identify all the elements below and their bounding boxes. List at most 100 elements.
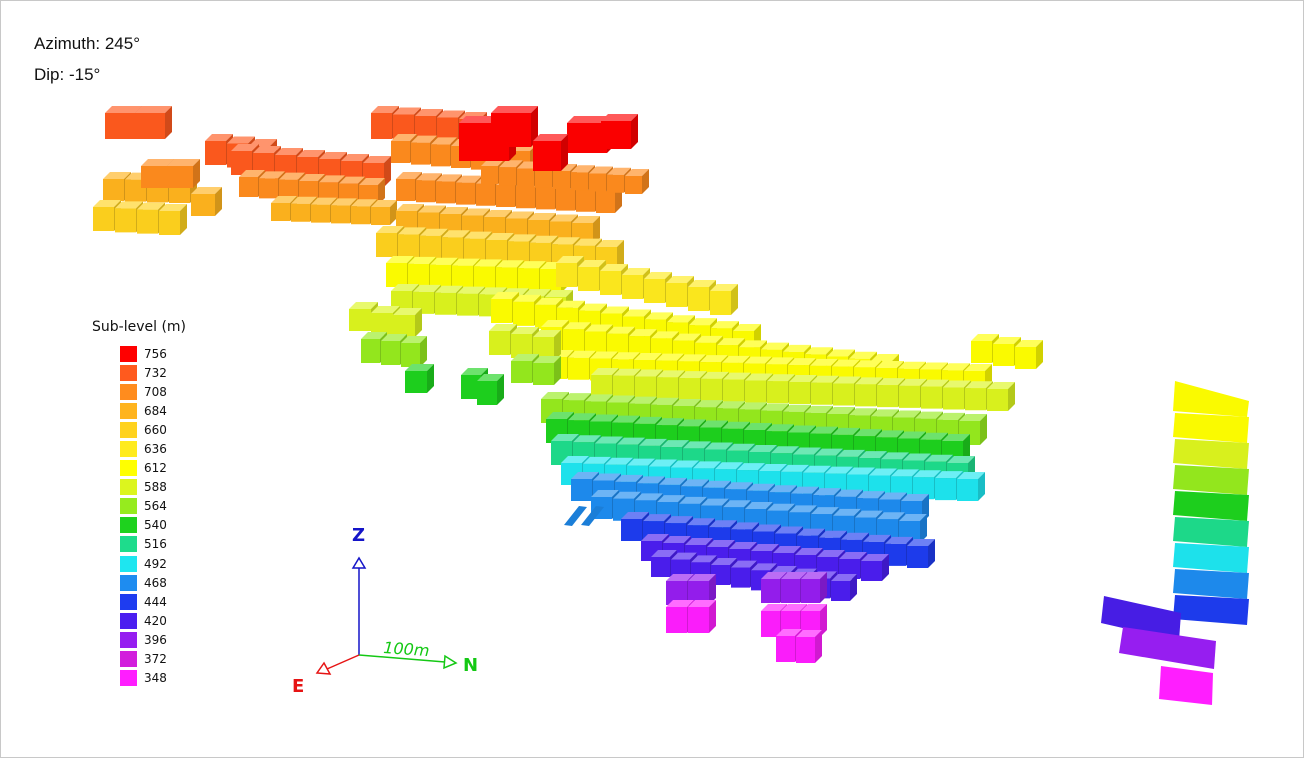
block-front-face: [535, 169, 552, 188]
block-top-face: [415, 109, 443, 116]
block-top-face: [405, 364, 434, 371]
block-top-face: [925, 454, 953, 462]
legend-label: 540: [144, 518, 167, 533]
block-front-face: [411, 142, 430, 165]
legend-item: 468: [120, 573, 167, 592]
block-front-face: [125, 179, 146, 202]
block-top-face: [511, 327, 539, 334]
block-front-face: [496, 267, 517, 292]
block-top-face: [957, 472, 985, 479]
block-top-face: [871, 409, 899, 417]
block-top-face: [943, 380, 971, 388]
block-side-face: [531, 106, 538, 147]
block-front-face: [907, 546, 928, 568]
block-front-face: [885, 543, 906, 566]
block-top-face: [877, 378, 905, 386]
block-top-face: [393, 107, 421, 115]
block-top-face: [725, 482, 753, 490]
block-top-face: [898, 431, 926, 439]
block-front-face: [349, 309, 371, 331]
block-front-face: [517, 168, 534, 187]
block-top-face: [391, 134, 417, 141]
column-band: [1173, 465, 1249, 495]
block-top-face: [781, 464, 809, 472]
block-front-face: [591, 375, 612, 397]
column-band: [1173, 595, 1249, 625]
legend-swatch: [120, 421, 137, 438]
block-top-face: [371, 106, 399, 113]
block-top-face: [776, 629, 802, 636]
block-top-face: [571, 472, 599, 479]
block-front-face: [831, 581, 850, 601]
block-top-face: [607, 395, 635, 403]
block-top-face: [639, 438, 667, 446]
block-top-face: [398, 227, 426, 235]
block-top-face: [452, 258, 480, 266]
block-side-face: [427, 364, 434, 393]
block-front-face: [401, 343, 420, 367]
block-top-face: [341, 154, 369, 161]
block-front-face: [461, 375, 481, 399]
block-top-face: [783, 404, 811, 412]
block-side-face: [631, 114, 638, 149]
block-top-face: [751, 563, 777, 571]
block-top-face: [591, 490, 619, 497]
block-top-face: [903, 453, 931, 461]
block-top-face: [659, 477, 687, 485]
block-top-face: [666, 276, 694, 283]
block-side-face: [920, 514, 927, 543]
block-top-face: [673, 398, 701, 406]
column-band: [1173, 491, 1249, 521]
block-top-face: [499, 160, 523, 168]
block-front-face: [761, 579, 780, 603]
block-top-face: [749, 445, 777, 452]
block-side-face: [820, 604, 827, 637]
legend-swatch: [120, 517, 137, 534]
block-front-face: [135, 113, 165, 139]
block-top-face: [679, 496, 707, 504]
block-front-face: [416, 180, 435, 203]
block-front-face: [571, 172, 588, 191]
block-top-face: [641, 534, 669, 541]
block-front-face: [311, 204, 330, 223]
block-top-face: [279, 172, 305, 180]
block-top-face: [688, 574, 716, 581]
block-top-face: [876, 430, 904, 438]
block-top-face: [893, 410, 921, 418]
block-top-face: [761, 572, 787, 579]
block-front-face: [137, 209, 158, 234]
block-top-face: [819, 530, 847, 538]
column-band: [1159, 666, 1213, 705]
block-top-face: [613, 491, 641, 499]
block-top-face: [115, 201, 143, 209]
block-top-face: [773, 546, 801, 553]
block-front-face: [431, 144, 450, 167]
block-front-face: [536, 187, 555, 210]
block-front-face: [486, 240, 507, 264]
block-top-face: [857, 491, 885, 499]
block-top-face: [411, 135, 437, 143]
block-top-face: [796, 630, 822, 637]
block-top-face: [705, 442, 733, 450]
block-front-face: [511, 334, 532, 358]
block-side-face: [593, 216, 600, 245]
block-top-face: [528, 213, 556, 220]
block-top-face: [761, 342, 789, 350]
legend-item: 540: [120, 516, 167, 535]
block-top-face: [727, 443, 755, 451]
block-top-face: [442, 230, 470, 238]
block-top-face: [474, 259, 502, 267]
block-top-face: [832, 359, 860, 367]
block-top-face: [715, 462, 743, 470]
block-front-face: [666, 283, 687, 307]
block-top-face: [671, 552, 697, 560]
block-top-face: [637, 476, 665, 484]
block-front-face: [666, 607, 687, 633]
block-top-face: [612, 415, 640, 423]
block-top-face: [665, 516, 693, 524]
block-top-face: [700, 420, 728, 428]
block-top-face: [541, 392, 569, 399]
block-side-face: [820, 572, 827, 603]
